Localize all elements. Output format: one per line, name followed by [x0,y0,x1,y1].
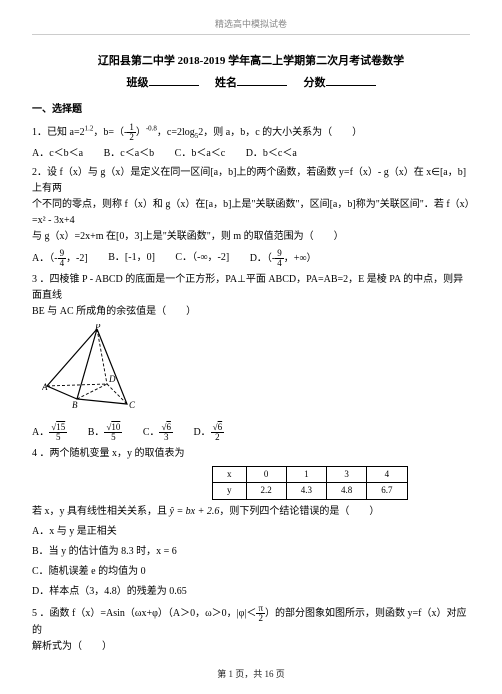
name-blank [237,75,287,86]
q4-opt-b: B．当 y 的估计值为 8.3 时，x = 6 [32,544,470,560]
exam-page: 精选高中模拟试卷 辽阳县第二中学 2018-2019 学年高二上学期第二次月考试… [0,0,502,655]
page-header: 精选高中模拟试卷 [32,18,470,35]
score-blank [326,75,376,86]
cell: 4.8 [327,483,367,500]
cell: 0 [246,466,286,483]
section-1-header: 一、选择题 [32,102,470,117]
class-blank [149,75,199,86]
q2-opt-c: C．（-∞，-2] [175,250,229,265]
q2-opt-b: B．[-1，0] [108,250,155,265]
q1-options: A．c＜b＜a B．c＜a＜b C．b＜a＜c D．b＜c＜a [32,146,470,161]
q2-line2: 个不同的零点，则称 f（x）和 g（x）在[a，b]上是"关联函数"，区间[a，… [32,197,470,229]
question-3: 3 ．四棱锥 P - ABCD 的底面是一个正方形，PA⊥平面 ABCD，PA=… [32,272,470,320]
question-1: 1．已知 a=21.2，b=（-12）-0.8，c=2log52，则 a，b，c… [32,123,470,142]
q3-opt-c: C．√63 [143,423,173,442]
q3-opt-d: D．√62 [193,423,224,442]
q4-l2c: ，则下列四个结论错误的是（ ） [219,506,379,517]
student-info-line: 班级 姓名 分数 [32,75,470,92]
q1-text-c: ） [136,126,146,137]
q3-opt-b: B．√105 [88,423,123,442]
q3-line1: 3 ．四棱锥 P - ABCD 的底面是一个正方形，PA⊥平面 ABCD，PA=… [32,272,470,304]
q2-line1: 2．设 f（x）与 g（x）是定义在同一区间[a，b]上的两个函数，若函数 y=… [32,165,470,197]
question-4-stem: 4 ．两个随机变量 x，y 的取值表为 [32,446,470,462]
cell: 1 [286,466,326,483]
q1-opt-a: A．c＜b＜a [32,146,83,161]
q2-options: A．（-94，-2] B．[-1，0] C．（-∞，-2] D．（-94，+∞） [32,249,470,268]
q3-line2: BE 与 AC 所成角的余弦值是（ ） [32,304,470,320]
q4-l2a: 若 x，y 具有线性相关关系，且 [32,506,170,517]
label-b: B [72,400,78,410]
q5-pre: 5 ．函数 f（x）=Asin（ωx+φ）（A＞0，ω＞0，|φ|＜ [32,607,256,618]
cell: 4.3 [286,483,326,500]
q5-line2: 解析式为（ ） [32,639,470,655]
question-4-line2: 若 x，y 具有线性相关关系，且 ŷ = bx + 2.6，则下列四个结论错误的… [32,504,470,520]
cell: y [213,483,247,500]
q4-opt-c: C．随机误差 e 的均值为 0 [32,564,470,580]
cell: 2.2 [246,483,286,500]
class-label: 班级 [127,77,149,89]
exam-title: 辽阳县第二中学 2018-2019 学年高二上学期第二次月考试卷数学 [32,53,470,70]
q1-text-a: 1．已知 a=2 [32,126,85,137]
q1-text-d: ，c=2log [157,126,195,137]
q1-exp2: -0.8 [146,124,157,132]
question-2: 2．设 f（x）与 g（x）是定义在同一区间[a，b]上的两个函数，若函数 y=… [32,165,470,245]
q1-frac: 12 [127,123,136,142]
q1-opt-b: B．c＜a＜b [104,146,155,161]
q1-opt-c: C．b＜a＜c [175,146,226,161]
label-p: P [94,324,101,332]
page-footer: 第 1 页，共 16 页 [0,667,502,680]
q2-line3: 与 g（x）=2x+m 在[0，3]上是"关联函数"，则 m 的取值范围为（ ） [32,229,470,245]
q1-text-b: ，b=（- [93,126,127,137]
q4-table: x 0 1 3 4 y 2.2 4.3 4.8 6.7 [212,466,408,500]
pyramid-diagram: P A B C D [42,324,470,419]
question-5: 5 ．函数 f（x）=Asin（ωx+φ）（A＞0，ω＞0，|φ|＜π2）的部分… [32,604,470,655]
label-a: A [42,382,48,392]
q2-opt-d: D．（-94，+∞） [250,249,317,268]
q3-options: A．√155 B．√105 C．√63 D．√62 [32,423,470,442]
label-c: C [129,400,136,410]
q5-frac: π2 [256,604,265,623]
q1-opt-d: D．b＜c＜a [246,146,297,161]
score-label: 分数 [304,77,326,89]
cell: 3 [327,466,367,483]
table-row: y 2.2 4.3 4.8 6.7 [213,483,408,500]
label-d: D [108,374,116,384]
q4-opt-d: D．样本点（3，4.8）的残差为 0.65 [32,584,470,600]
table-row: x 0 1 3 4 [213,466,408,483]
q4-eqn: ŷ = bx + 2.6 [170,506,220,517]
q3-opt-a: A．√155 [32,423,67,442]
q4-opt-a: A．x 与 y 是正相关 [32,524,470,540]
cell: x [213,466,247,483]
name-label: 姓名 [215,77,237,89]
cell: 4 [367,466,407,483]
cell: 6.7 [367,483,407,500]
q2-opt-a: A．（-94，-2] [32,249,88,268]
q1-text-e: 2，则 a，b，c 的大小关系为（ ） [198,126,362,137]
